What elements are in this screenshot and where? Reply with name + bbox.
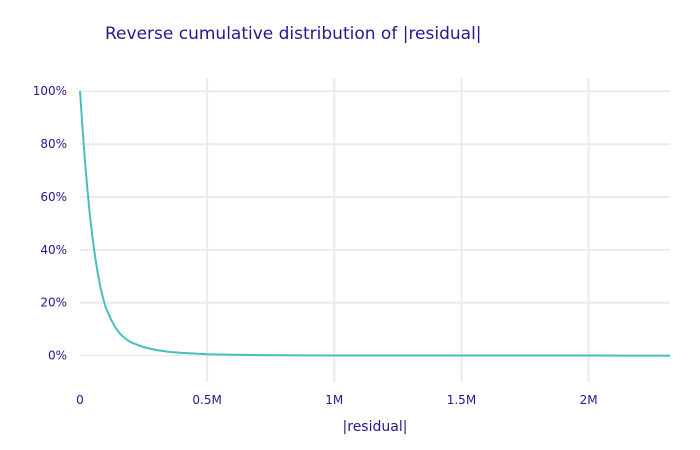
grid-layer <box>80 78 670 382</box>
y-tick-label: 100% <box>33 84 67 98</box>
series-layer <box>79 91 671 357</box>
y-tick-label: 60% <box>40 190 67 204</box>
tick-layer: 0 0.5M 1M 1.5M 2M 0% 20% 40% 60% 80% 100% <box>33 84 598 407</box>
x-tick-label: 1M <box>325 393 343 407</box>
x-axis-title: |residual| <box>343 419 408 435</box>
x-tick-label: 2M <box>580 393 598 407</box>
y-tick-label: 40% <box>40 243 67 257</box>
x-tick-label: 1.5M <box>447 393 476 407</box>
y-tick-label: 0% <box>48 349 67 363</box>
x-tick-label: 0.5M <box>192 393 221 407</box>
chart-title: Reverse cumulative distribution of |resi… <box>105 24 482 44</box>
y-tick-label: 20% <box>40 296 67 310</box>
y-tick-label: 80% <box>40 137 67 151</box>
x-tick-label: 0 <box>76 393 84 407</box>
series-line <box>79 91 671 357</box>
